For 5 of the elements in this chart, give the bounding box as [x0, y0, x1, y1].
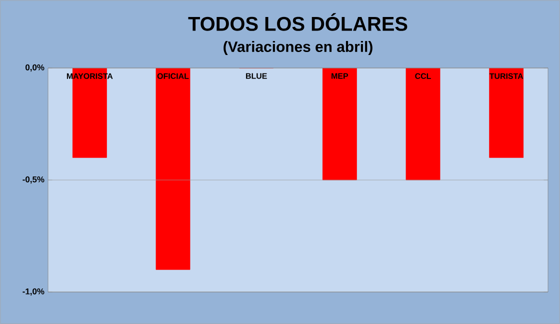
y-tick-label: -0,5% [22, 176, 44, 184]
chart-title: TODOS LOS DÓLARES [188, 13, 408, 31]
chart-subtitle: (Variaciones en abril) [224, 41, 372, 55]
y-tick-label: 0,0% [26, 64, 44, 72]
y-tick-label: -1,0% [22, 288, 44, 296]
